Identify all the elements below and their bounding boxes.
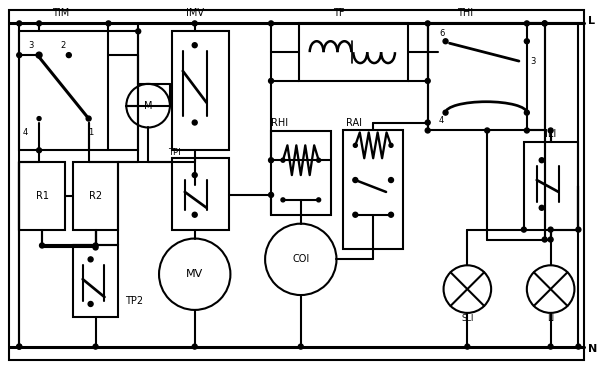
Text: 1: 1	[88, 128, 93, 137]
Text: SLI: SLI	[461, 314, 474, 323]
Text: 4: 4	[23, 128, 28, 137]
Circle shape	[37, 148, 41, 153]
Circle shape	[576, 227, 581, 232]
Text: L: L	[588, 16, 595, 26]
Circle shape	[66, 53, 71, 58]
Circle shape	[425, 120, 430, 125]
Bar	[172, 158, 229, 230]
Circle shape	[542, 21, 547, 26]
Text: R1: R1	[35, 191, 49, 201]
Circle shape	[548, 344, 553, 349]
Bar	[72, 245, 119, 317]
Bar	[271, 131, 331, 215]
Circle shape	[93, 245, 98, 250]
Circle shape	[548, 237, 553, 242]
Text: IMV: IMV	[186, 9, 204, 18]
Circle shape	[86, 116, 91, 121]
Circle shape	[389, 212, 394, 217]
Text: THI: THI	[457, 9, 473, 18]
Circle shape	[17, 53, 22, 58]
Text: RHI: RHI	[271, 118, 288, 128]
Circle shape	[37, 117, 41, 121]
Circle shape	[443, 39, 448, 44]
Text: RAI: RAI	[346, 118, 362, 128]
Text: LI: LI	[547, 314, 554, 323]
Text: TIM: TIM	[52, 9, 69, 18]
Circle shape	[317, 198, 320, 202]
Circle shape	[425, 78, 430, 83]
Circle shape	[485, 128, 489, 133]
Circle shape	[93, 344, 98, 349]
Circle shape	[268, 78, 274, 83]
Circle shape	[88, 302, 93, 306]
Text: ILI: ILI	[545, 130, 556, 139]
Circle shape	[425, 128, 430, 133]
Circle shape	[192, 43, 197, 48]
Bar	[428, 23, 544, 131]
Circle shape	[281, 198, 285, 202]
Circle shape	[465, 344, 470, 349]
Circle shape	[192, 21, 197, 26]
Text: 6: 6	[439, 29, 444, 38]
Circle shape	[36, 52, 42, 58]
Text: COI: COI	[292, 254, 310, 264]
Circle shape	[389, 143, 393, 147]
Text: R2: R2	[89, 191, 102, 201]
Circle shape	[192, 212, 197, 217]
Bar	[19, 31, 138, 150]
Text: M: M	[144, 101, 152, 111]
Circle shape	[548, 128, 553, 133]
Circle shape	[425, 21, 430, 26]
Circle shape	[268, 21, 274, 26]
Circle shape	[192, 344, 197, 349]
Circle shape	[389, 178, 394, 182]
Circle shape	[17, 344, 22, 349]
Text: TF: TF	[332, 9, 344, 18]
Circle shape	[524, 21, 530, 26]
Circle shape	[37, 21, 41, 26]
Circle shape	[298, 344, 303, 349]
Circle shape	[539, 158, 544, 163]
Circle shape	[136, 29, 141, 34]
Circle shape	[539, 205, 544, 210]
Circle shape	[542, 21, 547, 26]
Text: 3: 3	[28, 41, 34, 50]
Circle shape	[281, 158, 285, 162]
Circle shape	[88, 257, 93, 262]
Bar	[524, 142, 579, 230]
Circle shape	[268, 192, 274, 197]
Circle shape	[317, 158, 320, 162]
Circle shape	[353, 143, 358, 147]
Circle shape	[521, 227, 527, 232]
Circle shape	[17, 344, 22, 349]
Circle shape	[353, 212, 358, 217]
Bar	[172, 31, 229, 150]
Text: N: N	[588, 344, 598, 354]
Bar	[343, 131, 403, 249]
Circle shape	[548, 227, 553, 232]
Circle shape	[542, 237, 547, 242]
Circle shape	[106, 21, 111, 26]
Text: TP2: TP2	[125, 296, 143, 306]
Circle shape	[576, 344, 581, 349]
Circle shape	[93, 243, 98, 248]
Text: 3: 3	[530, 57, 536, 65]
Text: 2: 2	[60, 41, 65, 50]
Circle shape	[192, 173, 197, 178]
Circle shape	[40, 243, 44, 248]
Circle shape	[524, 110, 530, 115]
Bar	[299, 23, 408, 81]
Text: 4: 4	[439, 116, 444, 125]
Circle shape	[268, 158, 274, 163]
Circle shape	[524, 39, 530, 44]
Circle shape	[17, 21, 22, 26]
Bar	[72, 162, 119, 230]
Circle shape	[524, 128, 530, 133]
Circle shape	[353, 178, 358, 182]
Bar	[19, 162, 65, 230]
Text: MV: MV	[186, 269, 203, 279]
Text: TPI: TPI	[168, 148, 180, 157]
Circle shape	[443, 110, 448, 115]
Circle shape	[192, 120, 197, 125]
